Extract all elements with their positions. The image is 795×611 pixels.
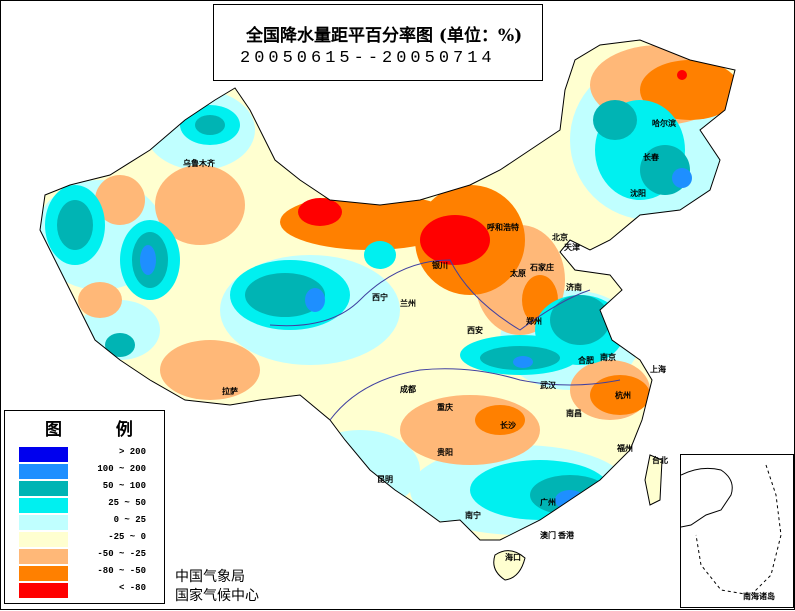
legend-label: 100 ~ 200: [97, 464, 146, 474]
south-china-sea-inset: 南海诸岛: [680, 454, 794, 608]
city-label: 香港: [558, 531, 574, 540]
city-label: 西宁: [372, 293, 388, 302]
legend-swatch: [19, 498, 68, 513]
title-box: 全国降水量距平百分率图 (单位：%) 20050615--20050714: [213, 4, 543, 81]
city-label: 贵阳: [437, 448, 453, 457]
legend-swatch: [19, 515, 68, 530]
city-label: 南昌: [566, 409, 582, 418]
legend-item: -25 ~ 0: [19, 532, 164, 547]
legend-item: < -80: [19, 583, 164, 598]
city-label: 乌鲁木齐: [183, 159, 215, 168]
city-label: 石家庄: [530, 263, 554, 272]
legend-item: -80 ~ -50: [19, 566, 164, 581]
city-label: 北京: [552, 233, 568, 242]
city-label: 台北: [652, 456, 668, 465]
city-label: 福州: [617, 444, 633, 453]
inset-label: 南海诸岛: [743, 592, 775, 601]
map-title: 全国降水量距平百分率图 (单位：%): [246, 26, 523, 46]
legend-swatch: [19, 532, 68, 547]
agency-name: 中国气象局: [175, 569, 245, 585]
legend-swatch: [19, 566, 68, 581]
inset-map: [680, 464, 782, 596]
city-label: 沈阳: [630, 189, 646, 198]
city-label: 南宁: [465, 511, 481, 520]
river-yangtze: [329, 368, 621, 421]
city-label: 西安: [467, 326, 483, 335]
city-label: 银川: [432, 261, 448, 270]
city-label: 昆明: [377, 475, 393, 484]
legend: 图 例 > 200 100 ~ 200 50 ~ 100 25 ~ 50 0 ~ 25 -…: [4, 410, 165, 604]
legend-item: > 200: [19, 447, 164, 462]
city-label: 成都: [400, 385, 416, 394]
city-label: 哈尔滨: [652, 119, 676, 128]
city-label: 上海: [650, 365, 666, 374]
city-label: 呼和浩特: [487, 223, 519, 232]
river-yellow: [269, 259, 591, 331]
city-label: 郑州: [526, 317, 542, 326]
legend-label: > 200: [118, 447, 146, 457]
legend-label: -50 ~ -25: [97, 549, 146, 559]
city-label: 长春: [643, 153, 659, 162]
legend-label: 0 ~ 25: [113, 515, 146, 525]
legend-swatch: [19, 447, 68, 462]
city-label: 拉萨: [222, 387, 238, 396]
legend-item: 50 ~ 100: [19, 481, 164, 496]
legend-label: 50 ~ 100: [102, 481, 146, 491]
legend-swatch: [19, 549, 68, 564]
legend-label: < -80: [118, 583, 146, 593]
city-label: 重庆: [437, 403, 453, 412]
legend-item: 0 ~ 25: [19, 515, 164, 530]
city-label: 兰州: [400, 299, 416, 308]
legend-label: -80 ~ -50: [97, 566, 146, 576]
city-label: 济南: [566, 283, 582, 292]
city-label: 合肥: [578, 356, 594, 365]
city-label: 海口: [505, 553, 521, 562]
legend-swatch: [19, 481, 68, 496]
date-range: 20050615--20050714: [240, 49, 496, 68]
legend-label: -25 ~ 0: [108, 532, 146, 542]
legend-label: 25 ~ 50: [108, 498, 146, 508]
legend-item: -50 ~ -25: [19, 549, 164, 564]
legend-item: 25 ~ 50: [19, 498, 164, 513]
city-label: 太原: [510, 269, 526, 278]
city-label: 澳门: [540, 531, 556, 540]
legend-swatch: [19, 583, 68, 598]
city-label: 广州: [540, 498, 556, 507]
agency-center: 国家气候中心: [175, 588, 259, 604]
legend-title: 图 例: [45, 420, 157, 440]
city-label: 长沙: [500, 421, 516, 430]
city-label: 武汉: [540, 381, 556, 390]
legend-item: 100 ~ 200: [19, 464, 164, 479]
legend-swatch: [19, 464, 68, 479]
city-label: 杭州: [615, 391, 631, 400]
city-label: 南京: [600, 353, 616, 362]
city-label: 天津: [564, 243, 580, 252]
